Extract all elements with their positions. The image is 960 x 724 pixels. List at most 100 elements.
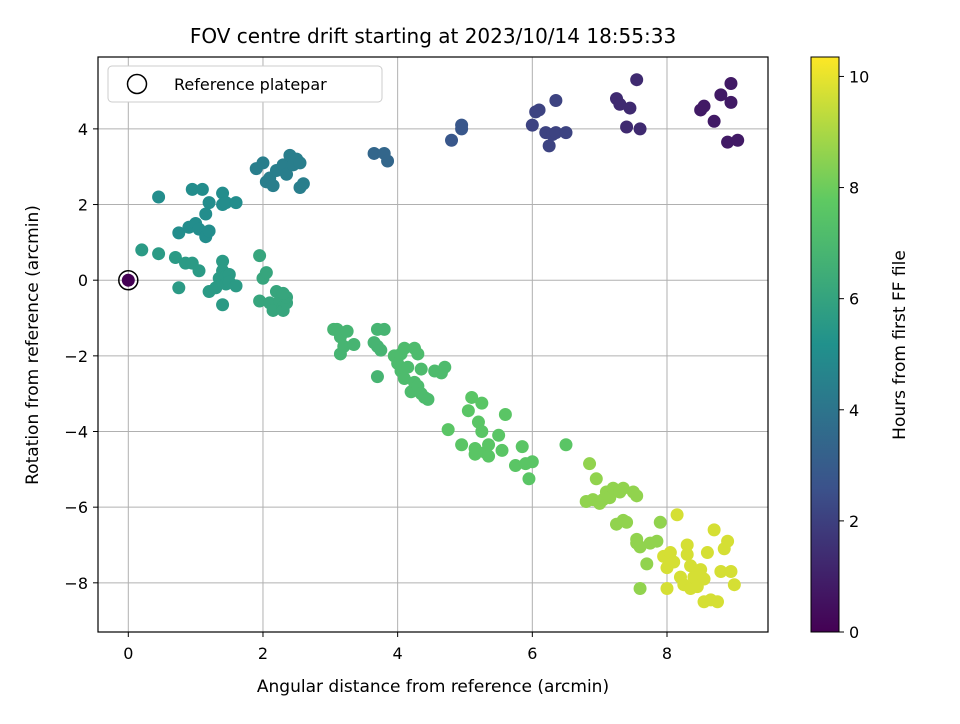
scatter-point <box>482 438 496 452</box>
y-tick-label: 0 <box>78 271 88 290</box>
scatter-point <box>397 372 411 386</box>
scatter-points <box>135 73 745 609</box>
scatter-point <box>445 133 459 147</box>
scatter-point <box>202 224 216 238</box>
scatter-point <box>492 428 506 442</box>
scatter-point <box>199 207 213 221</box>
colorbar-tick-label: 0 <box>849 623 859 642</box>
scatter-point <box>229 196 243 210</box>
scatter-point <box>727 578 741 592</box>
scatter-point <box>266 303 280 317</box>
scatter-point <box>714 88 728 102</box>
scatter-point <box>172 226 186 240</box>
scatter-point <box>660 581 674 595</box>
scatter-point <box>731 133 745 147</box>
scatter-point <box>525 455 539 469</box>
x-tick-label: 4 <box>393 644 403 663</box>
colorbar-label: Hours from first FF file <box>890 250 910 440</box>
scatter-point <box>680 538 694 552</box>
scatter-point <box>667 555 681 569</box>
scatter-point <box>633 540 647 554</box>
x-tick-label: 2 <box>258 644 268 663</box>
scatter-point <box>525 118 539 132</box>
scatter-point <box>680 547 694 561</box>
scatter-point <box>495 443 509 457</box>
scatter-point <box>633 122 647 136</box>
scatter-point <box>135 243 149 257</box>
x-tick-label: 6 <box>527 644 537 663</box>
scatter-point <box>522 472 536 486</box>
scatter-point <box>707 114 721 128</box>
scatter-point <box>455 118 469 132</box>
y-tick-label: −2 <box>64 347 88 366</box>
scatter-point <box>475 396 489 410</box>
scatter-point <box>152 190 166 204</box>
legend-box <box>107 65 383 103</box>
scatter-point <box>724 76 738 90</box>
scatter-point <box>259 266 273 280</box>
scatter-point <box>697 572 711 586</box>
scatter-point <box>276 286 290 300</box>
scatter-point <box>623 101 637 115</box>
scatter-point <box>620 120 634 134</box>
grid-lines <box>98 57 768 632</box>
y-tick-label: 2 <box>78 196 88 215</box>
scatter-point <box>374 343 388 357</box>
scatter-point <box>670 508 684 522</box>
scatter-point <box>468 447 482 461</box>
scatter-point <box>397 341 411 355</box>
x-tick-label: 0 <box>123 644 133 663</box>
x-axis-label: Angular distance from reference (arcmin) <box>257 677 609 697</box>
plot-frame <box>97 56 769 633</box>
scatter-point <box>172 281 186 295</box>
scatter-point <box>216 298 230 312</box>
scatter-point <box>542 139 556 153</box>
colorbar-tick-label: 10 <box>849 67 869 86</box>
scatter-point <box>340 324 354 338</box>
scatter-point <box>640 557 654 571</box>
scatter-point <box>253 294 267 308</box>
scatter-point <box>152 247 166 261</box>
scatter-point <box>421 392 435 406</box>
x-axis-ticks: 0 2 4 6 8 <box>123 632 672 663</box>
scatter-point <box>724 564 738 578</box>
colorbar-tick-label: 6 <box>849 290 859 309</box>
scatter-point <box>653 515 667 529</box>
scatter-point <box>583 457 597 471</box>
scatter-point <box>253 249 267 263</box>
scatter-point <box>475 425 489 439</box>
scatter-point <box>185 182 199 196</box>
scatter-point <box>714 564 728 578</box>
scatter-point <box>498 407 512 421</box>
reference-ring <box>118 269 139 291</box>
scatter-point <box>700 546 714 560</box>
scatter-point <box>630 73 644 87</box>
scatter-point <box>532 103 546 117</box>
colorbar-tick-label: 8 <box>849 179 859 198</box>
scatter-point <box>347 338 361 351</box>
legend-marker-reference <box>126 73 148 95</box>
scatter-point <box>589 472 603 486</box>
scatter-point <box>266 179 280 193</box>
y-axis-label: Rotation from reference (arcmin) <box>23 205 43 485</box>
scatter-point <box>707 523 721 537</box>
scatter-point <box>455 438 469 452</box>
scatter-point <box>293 156 307 170</box>
scatter-point <box>721 135 735 149</box>
scatter-point <box>515 440 529 454</box>
scatter-point <box>549 126 563 140</box>
scatter-point <box>549 94 563 108</box>
scatter-point <box>168 250 182 264</box>
scatter-point <box>229 279 243 293</box>
scatter-point <box>697 99 711 113</box>
colorbar-ticks: 0 2 4 6 8 10 <box>839 67 869 642</box>
scatter-point <box>401 360 415 374</box>
scatter-point <box>377 322 391 336</box>
scatter-point <box>195 182 209 196</box>
scatter-point <box>414 362 428 376</box>
scatter-point <box>367 146 381 160</box>
reference-point <box>121 273 135 287</box>
scatter-point <box>381 154 395 168</box>
